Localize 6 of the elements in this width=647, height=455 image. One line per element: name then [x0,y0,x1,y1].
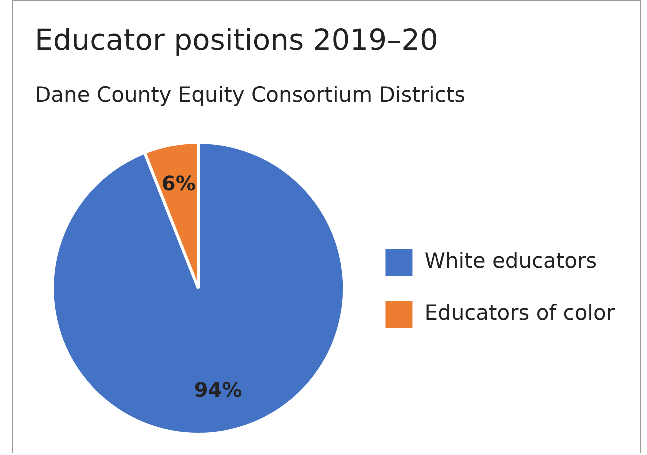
legend-label: White educators [424,248,598,273]
chart-subtitle: Dane County Equity Consortium Districts [35,83,466,107]
legend-label: Educators of color [424,300,616,325]
chart-title: Educator positions 2019–20 [35,23,438,57]
data-label: 94% [194,378,242,402]
data-label: 6% [162,171,196,196]
